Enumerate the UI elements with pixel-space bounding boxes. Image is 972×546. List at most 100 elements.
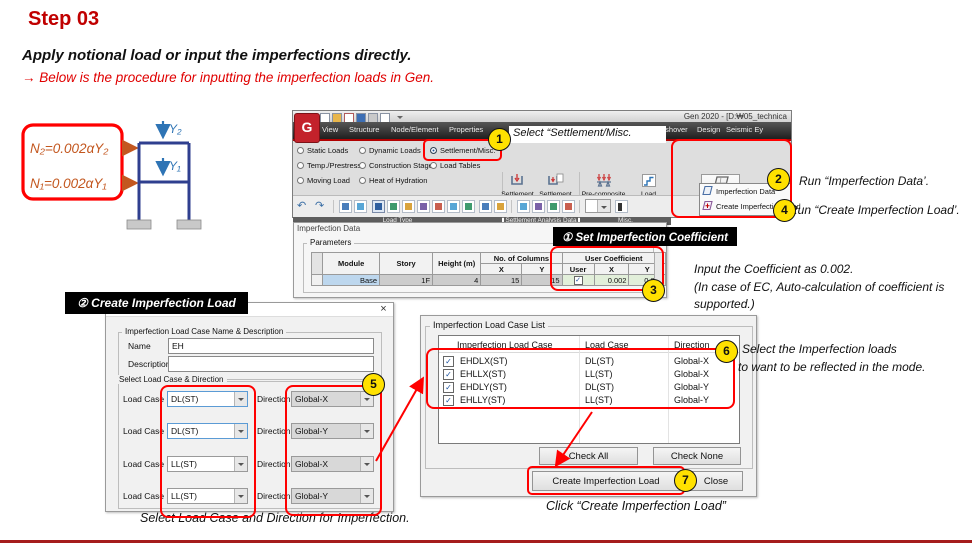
load-case-select-1[interactable]: DL(ST) <box>167 391 248 407</box>
cell-story[interactable]: 1F <box>379 274 434 286</box>
direction-label: Direction <box>257 426 291 436</box>
create-imperfection-load-dialog: × Imperfection Load Case Name & Descript… <box>105 302 394 512</box>
cell-module[interactable]: Base <box>322 274 381 286</box>
load-case-select-3[interactable]: LL(ST) <box>167 456 248 472</box>
formula-box <box>21 123 124 201</box>
checkbox-checked-icon[interactable]: ✓ <box>443 394 454 406</box>
check-all-button[interactable]: Check All <box>539 447 638 465</box>
radio-static-loads[interactable]: Static Loads <box>297 146 348 155</box>
load-case-select-2[interactable]: DL(ST) <box>167 423 248 439</box>
list-item[interactable]: ✓ EHLLY(ST) LL(ST) Global-Y <box>439 394 739 406</box>
tab-structure[interactable]: Structure <box>349 125 380 134</box>
name-input[interactable]: EH <box>168 338 374 354</box>
print-icon[interactable] <box>368 112 378 123</box>
radio-moving-load[interactable]: Moving Load <box>297 176 350 185</box>
cell-ncol-x[interactable]: 15 <box>480 274 523 286</box>
tab-node-element[interactable]: Node/Element <box>391 125 439 134</box>
list-header-direction: Direction <box>674 340 710 350</box>
col-ncol-x: X <box>480 263 523 275</box>
tab-design[interactable]: Design <box>697 125 721 134</box>
callout-circle-4: 4 <box>773 199 796 222</box>
col-story: Story <box>379 252 434 275</box>
checkbox-checked-icon[interactable]: ✓ <box>443 381 454 393</box>
load-case-select-4[interactable]: LL(ST) <box>167 488 248 504</box>
radio-dynamic-loads[interactable]: Dynamic Loads <box>359 146 421 155</box>
description-input[interactable] <box>168 356 374 372</box>
list-item[interactable]: ✓ EHDLX(ST) DL(ST) Global-X <box>439 355 739 367</box>
direction: Global-X <box>674 369 710 379</box>
direction-select-3[interactable]: Global-X <box>291 456 374 472</box>
radio-label: Static Loads <box>307 146 349 155</box>
direction-label: Direction <box>257 394 291 404</box>
tab-view[interactable]: View <box>322 125 339 134</box>
radio-label: Construction Stage <box>369 161 433 170</box>
quick-access-toolbar: Gen 2020 - [D:₩05_technica <box>293 111 791 123</box>
imperfection-load-case-list-dialog: Imperfection Load Case List Imperfection… <box>420 315 757 497</box>
direction-select-4[interactable]: Global-Y <box>291 488 374 504</box>
quick-access-more-icon[interactable] <box>397 116 403 122</box>
radio-heat-of-hydration[interactable]: Heat of Hydration <box>359 176 427 185</box>
banner-create-imperfection-load: ② Create Imperfection Load <box>65 292 248 314</box>
ilc-name: EHDLX(ST) <box>460 356 508 366</box>
radio-settlement-misc[interactable]: Settlement/Misc. <box>430 146 495 155</box>
caption-select-load-case: Select Load Case and Direction for Imper… <box>140 511 410 525</box>
save-icon[interactable] <box>356 112 366 123</box>
direction-select-1[interactable]: Global-X <box>291 391 374 407</box>
selected-value: DL(ST) <box>171 394 199 404</box>
cell-ncol-y[interactable]: 15 <box>521 274 563 286</box>
chevron-down-icon <box>360 489 373 503</box>
direction-select-2[interactable]: Global-Y <box>291 423 374 439</box>
annotation-coefficient-1: Input the Coefficient as 0.002. <box>694 262 854 276</box>
selected-value: Global-X <box>295 459 329 469</box>
name-description-group-label: Imperfection Load Case Name & Descriptio… <box>122 327 287 336</box>
import-icon[interactable] <box>344 112 354 123</box>
toolbar: ↶ ↷ <box>293 195 791 217</box>
load-case-listbox: Imperfection Load Case Load Case Directi… <box>438 335 740 444</box>
ilc-name: EHDLY(ST) <box>460 382 507 392</box>
cell-height[interactable]: 4 <box>432 274 482 286</box>
cell-user-checkbox[interactable]: ✓ <box>561 274 595 286</box>
radio-label: Settlement/Misc. <box>440 146 496 155</box>
menu-item-create-imperfection-load[interactable]: Create Imperfection Load <box>700 199 801 214</box>
create-imperfection-load-button[interactable]: Create Imperfection Load <box>532 471 680 491</box>
close-button[interactable]: Close <box>689 471 743 491</box>
imperfection-data-table: Module Story Height (m) No. of Columns U… <box>310 252 666 286</box>
radio-load-tables[interactable]: Load Tables <box>430 161 480 170</box>
list-item[interactable]: ✓ EHDLY(ST) DL(ST) Global-Y <box>439 381 739 393</box>
check-none-button[interactable]: Check None <box>653 447 741 465</box>
menu-item-imperfection-data[interactable]: Imperfection Data <box>700 184 790 199</box>
callout-label-select-settlement: Select “Settlement/Misc. <box>509 126 666 143</box>
list-item[interactable]: ✓ EHLLX(ST) LL(ST) Global-X <box>439 368 739 380</box>
pre-composite-section-icon <box>595 173 613 190</box>
radio-dot-icon <box>297 162 304 169</box>
subtitle: Apply notional load or input the imperfe… <box>22 47 412 64</box>
col-no-of-columns: No. of Columns <box>480 252 563 264</box>
toolbar-combo[interactable] <box>585 199 611 213</box>
preview-icon[interactable] <box>380 112 390 123</box>
cell-coeff-x[interactable]: 0.002 <box>593 274 630 286</box>
col-height: Height (m) <box>432 252 482 275</box>
load-case: LL(ST) <box>585 369 613 379</box>
tab-seismic[interactable]: Seismic Ey <box>726 125 764 134</box>
row-selector[interactable] <box>310 274 324 286</box>
load-case-label: Load Case <box>123 459 165 469</box>
radio-construction-stage[interactable]: Construction Stage <box>359 161 433 170</box>
tab-pushover[interactable]: Pushover <box>656 125 688 134</box>
list-header-load-case: Load Case <box>585 340 629 350</box>
checkbox-checked-icon[interactable]: ✓ <box>443 368 454 380</box>
checkbox-checked-icon[interactable]: ✓ <box>443 355 454 367</box>
app-logo[interactable]: G <box>294 113 320 143</box>
annotation-select-loads-1: Select the Imperfection loads <box>742 342 897 356</box>
redo-icon[interactable]: ↷ <box>315 200 325 212</box>
open-file-icon[interactable] <box>332 112 342 123</box>
callout-circle-6: 6 <box>715 340 738 363</box>
checkbox-checked-icon[interactable]: ✓ <box>573 276 583 285</box>
radio-dot-icon <box>297 177 304 184</box>
settlement-group-icon <box>509 173 526 190</box>
description-label: Description <box>128 359 171 369</box>
radio-temp-prestress[interactable]: Temp./Prestress <box>297 161 361 170</box>
tab-properties[interactable]: Properties <box>449 125 484 134</box>
undo-icon[interactable]: ↶ <box>297 200 307 212</box>
new-file-icon[interactable] <box>320 112 330 123</box>
close-icon[interactable]: × <box>380 303 387 315</box>
